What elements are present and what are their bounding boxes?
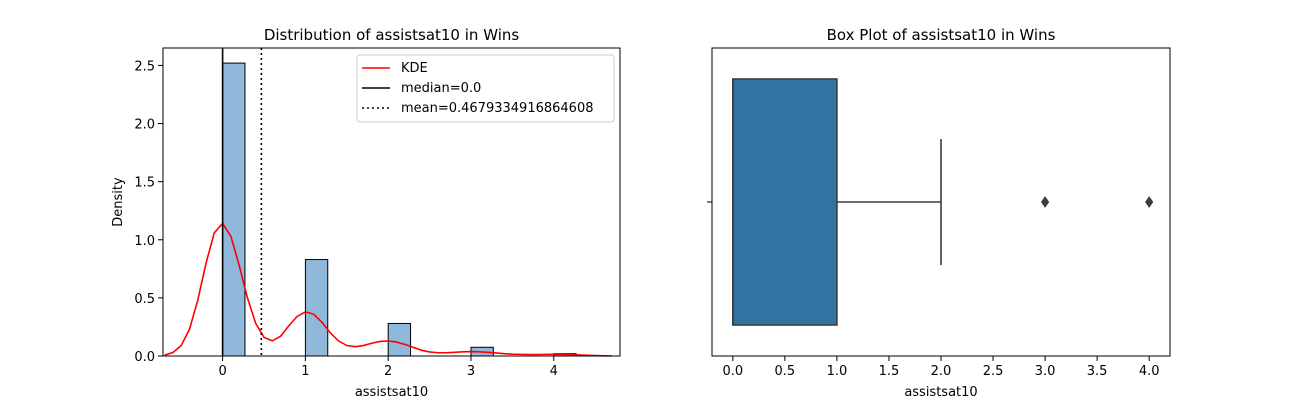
kde-line — [164, 222, 612, 357]
histogram-ytick-label-2: 1.0 — [134, 234, 155, 249]
histogram-bar-1 — [304, 259, 329, 357]
histogram-xlabel: assistsat10 — [355, 385, 428, 400]
box — [732, 78, 838, 326]
histogram-xtick-label-3: 3 — [467, 364, 475, 379]
histogram-chart: Distribution of assistsat10 in Wins 0 1 2 3… — [111, 26, 621, 400]
outlier-point-0 — [1040, 196, 1050, 208]
legend-median-label: median=0.0 — [401, 81, 481, 96]
boxplot-xtick-label-4: 2.0 — [931, 364, 952, 379]
histogram-xtick-label-2: 2 — [384, 364, 392, 379]
histogram-xtick-label-1: 1 — [301, 364, 309, 379]
boxplot-xtick-label-7: 3.5 — [1087, 364, 1108, 379]
boxplot-xtick-label-5: 2.5 — [983, 364, 1004, 379]
boxplot-xtick-label-8: 4.0 — [1139, 364, 1160, 379]
outlier-point-1 — [1145, 196, 1154, 208]
boxplot-xlabel: assistsat10 — [904, 385, 977, 400]
histogram-xtick-label-4: 4 — [550, 364, 558, 379]
histogram-bar-0 — [222, 62, 246, 357]
histogram-ylabel: Density — [111, 177, 126, 227]
histogram-xtick-label-0: 0 — [218, 364, 226, 379]
legend-box — [356, 54, 615, 123]
histogram-bar-2 — [387, 322, 412, 357]
histogram-title: Distribution of assistsat10 in Wins — [264, 26, 520, 44]
histogram-ytick-label-4: 2.0 — [134, 118, 155, 133]
legend-kde-label: KDE — [401, 61, 428, 76]
legend: KDE median=0.0 mean=0.4679334916864608 — [356, 54, 615, 123]
boxplot-xtick-label-1: 0.5 — [775, 364, 796, 379]
boxplot-title: Box Plot of assistsat10 in Wins — [827, 26, 1056, 44]
boxplot-xtick-label-6: 3.0 — [1035, 364, 1056, 379]
legend-mean-label: mean=0.4679334916864608 — [401, 101, 594, 116]
histogram-ytick-label-1: 0.5 — [134, 292, 155, 307]
boxplot-xtick-label-0: 0.0 — [722, 364, 743, 379]
histogram-frame — [162, 47, 621, 357]
histogram-ytick-label-0: 0.0 — [134, 350, 155, 365]
boxplot-xtick-label-2: 1.0 — [827, 364, 848, 379]
boxplot-chart: Box Plot of assistsat10 in Wins 0.0 0.5 1.… — [707, 26, 1171, 400]
histogram-ytick-label-3: 1.5 — [134, 176, 155, 191]
histogram-ytick-label-5: 2.5 — [134, 59, 155, 74]
boxplot-xtick-label-3: 1.5 — [879, 364, 900, 379]
